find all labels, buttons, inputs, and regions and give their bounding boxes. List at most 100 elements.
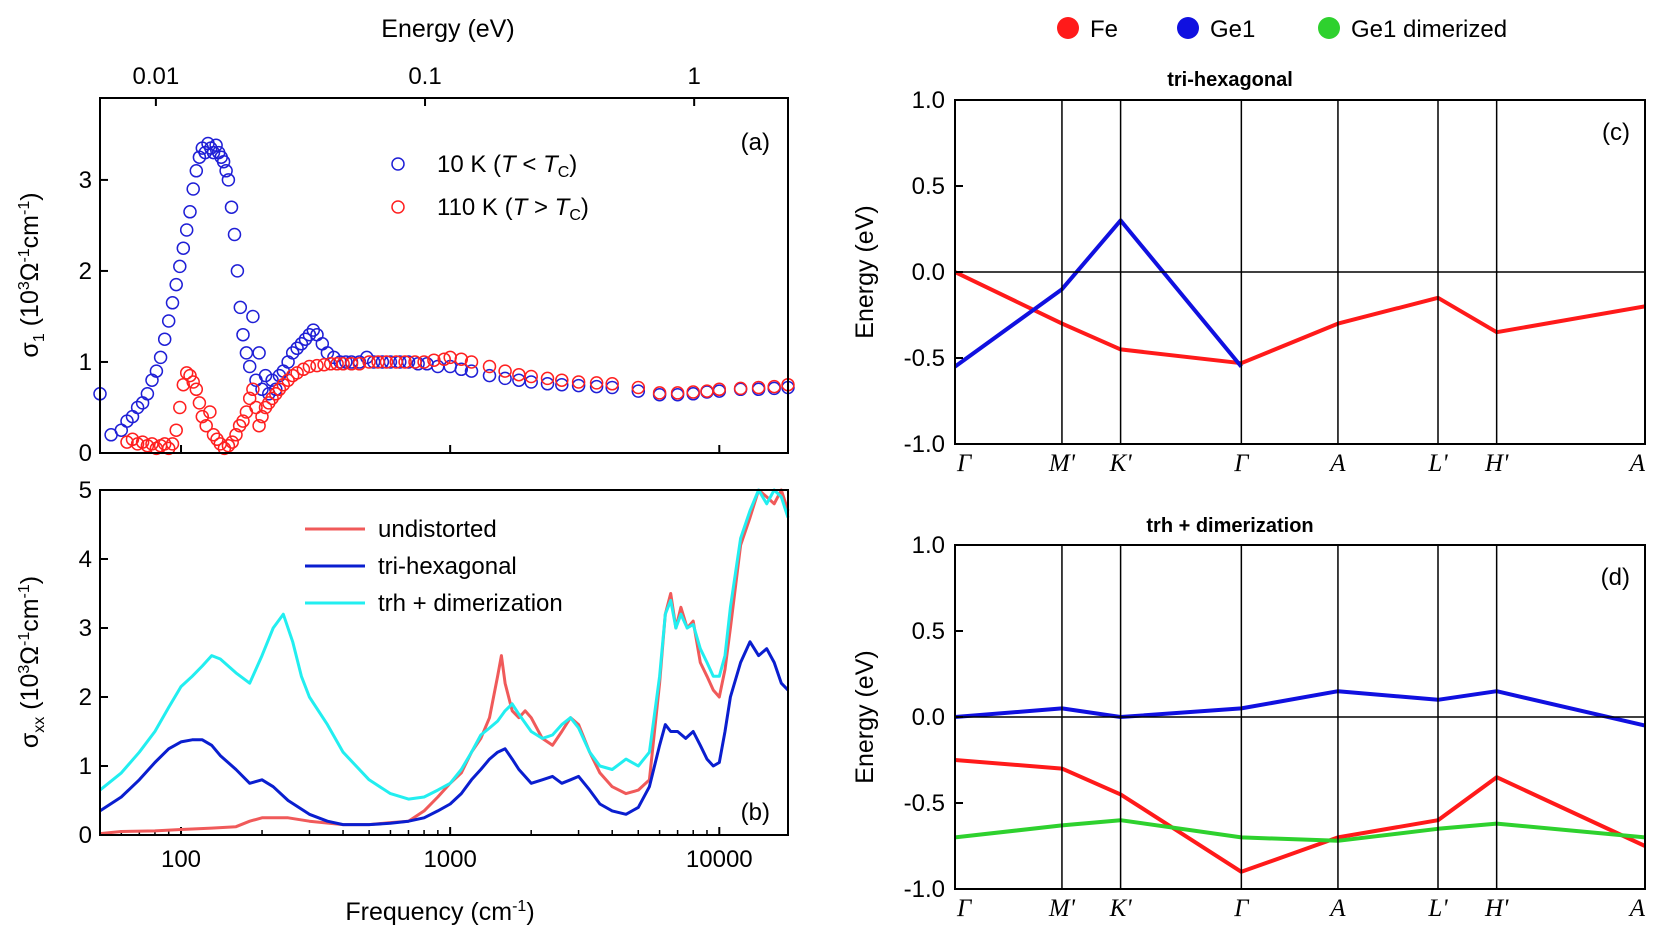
data-point	[555, 373, 569, 387]
panel-label-d: (d)	[1601, 564, 1630, 591]
top-axis-title: Energy (eV)	[381, 15, 514, 43]
kpoint-label: Γ	[956, 895, 973, 922]
data-point	[482, 359, 497, 374]
data-point	[306, 323, 321, 337]
panel-a: Energy (eV) 0.01 0.1 1 0 1 2 3 (a) 10 K (T < …	[16, 15, 795, 467]
data-point	[310, 358, 324, 373]
legend-marker-ge1	[1177, 17, 1199, 39]
data-point	[371, 355, 385, 369]
data-point	[161, 441, 176, 456]
y-tick-label: 3	[79, 615, 92, 642]
x-axis-minor-ticks	[180, 445, 721, 453]
legend-b: undistorted tri-hexagonal trh + dimeriza…	[305, 516, 563, 617]
y-axis-title-a: σ1 (103Ω-1cm-1)	[16, 192, 48, 357]
data-point	[540, 371, 555, 386]
y-tick-label: 0	[79, 440, 92, 467]
data-point	[135, 396, 150, 410]
panel-c: tri-hexagonal -1.0 -0.5 0.0 0.5 1.0 Γ M' K' Γ A L…	[851, 69, 1646, 477]
legend-label-ge1: Ge1	[1210, 16, 1255, 43]
kpoint-label: Γ	[956, 450, 973, 477]
series-lines-b	[99, 488, 790, 836]
y-tick-label: 2	[79, 684, 92, 711]
legend-label-10k: 10 K (T < TC)	[437, 151, 577, 181]
data-point	[225, 435, 239, 449]
data-point	[252, 346, 266, 360]
plot-frame-b	[99, 489, 789, 836]
kpoint-lines-d	[955, 545, 1645, 889]
data-point	[269, 387, 283, 401]
data-point	[255, 409, 269, 424]
data-point	[265, 373, 279, 387]
data-point	[524, 369, 538, 384]
data-point	[408, 355, 422, 369]
data-point	[393, 355, 407, 369]
data-point	[269, 382, 283, 397]
x-axis-ticks: 100 1000 10000	[99, 827, 753, 873]
y-tick-label: 0	[79, 822, 92, 849]
data-point	[203, 405, 217, 419]
data-point	[315, 337, 330, 351]
x-tick-label: 100	[161, 846, 201, 873]
kpoint-label: H'	[1484, 450, 1509, 477]
data-point	[296, 362, 311, 377]
kpoint-label: A	[1628, 450, 1646, 477]
kpoint-label: A	[1628, 895, 1646, 922]
data-point	[216, 154, 231, 169]
series-110k	[120, 350, 795, 456]
data-point	[700, 384, 714, 398]
y-tick-label: 1.0	[912, 87, 945, 114]
data-point	[366, 355, 381, 369]
data-point	[631, 380, 646, 395]
data-point	[411, 357, 425, 371]
data-point	[589, 376, 604, 390]
y-tick-label: -1.0	[904, 431, 945, 458]
y-tick-label: 2	[79, 258, 92, 285]
data-point	[555, 377, 569, 392]
data-point	[524, 375, 538, 389]
data-point	[186, 182, 200, 196]
data-point	[344, 357, 359, 371]
series-line-tri-hexagonal	[99, 640, 790, 827]
data-point	[189, 164, 204, 178]
data-point	[249, 400, 263, 415]
x-tick-label: 1000	[423, 846, 476, 873]
y-tick-label: 0.5	[912, 173, 945, 200]
legend-label-tri-hexagonal: tri-hexagonal	[378, 553, 517, 580]
y-axis-ticks: 0 1 2 3	[79, 167, 108, 467]
data-point	[733, 381, 748, 396]
data-point	[189, 382, 204, 397]
data-point	[165, 437, 180, 451]
data-point	[464, 364, 479, 378]
data-point	[686, 385, 700, 399]
data-point	[285, 346, 300, 360]
kpoint-label: A	[1328, 450, 1346, 477]
kpoint-label: Γ	[1233, 895, 1250, 922]
data-point	[173, 259, 187, 274]
series-line-trh-dimerization	[99, 488, 790, 801]
kpoint-label: M'	[1048, 450, 1076, 477]
data-point	[227, 227, 242, 242]
data-point	[262, 396, 276, 410]
kpoint-label: K'	[1109, 450, 1133, 477]
band-line-ge1	[955, 218, 1243, 369]
top-tick-label: 0.1	[408, 63, 441, 90]
panel-d: trh + dimerization -1.0 -0.5 0.0 0.5 1.0 Γ M'…	[851, 515, 1646, 922]
band-lines-c	[955, 218, 1645, 369]
data-point	[242, 391, 257, 406]
legend-label-ge1-dimerized: Ge1 dimerized	[1351, 16, 1507, 43]
data-point	[272, 382, 287, 397]
legend-label-fe: Fe	[1090, 16, 1118, 43]
data-point	[751, 380, 766, 395]
data-point	[631, 384, 646, 398]
data-point	[186, 375, 200, 389]
data-point	[417, 355, 431, 369]
data-point	[157, 437, 172, 451]
data-point	[398, 355, 412, 369]
data-point	[246, 382, 260, 397]
data-point	[192, 396, 207, 410]
legend-marker-10k	[391, 157, 405, 171]
data-point	[206, 428, 221, 442]
band-lines-d	[955, 689, 1645, 874]
data-point	[670, 386, 685, 400]
